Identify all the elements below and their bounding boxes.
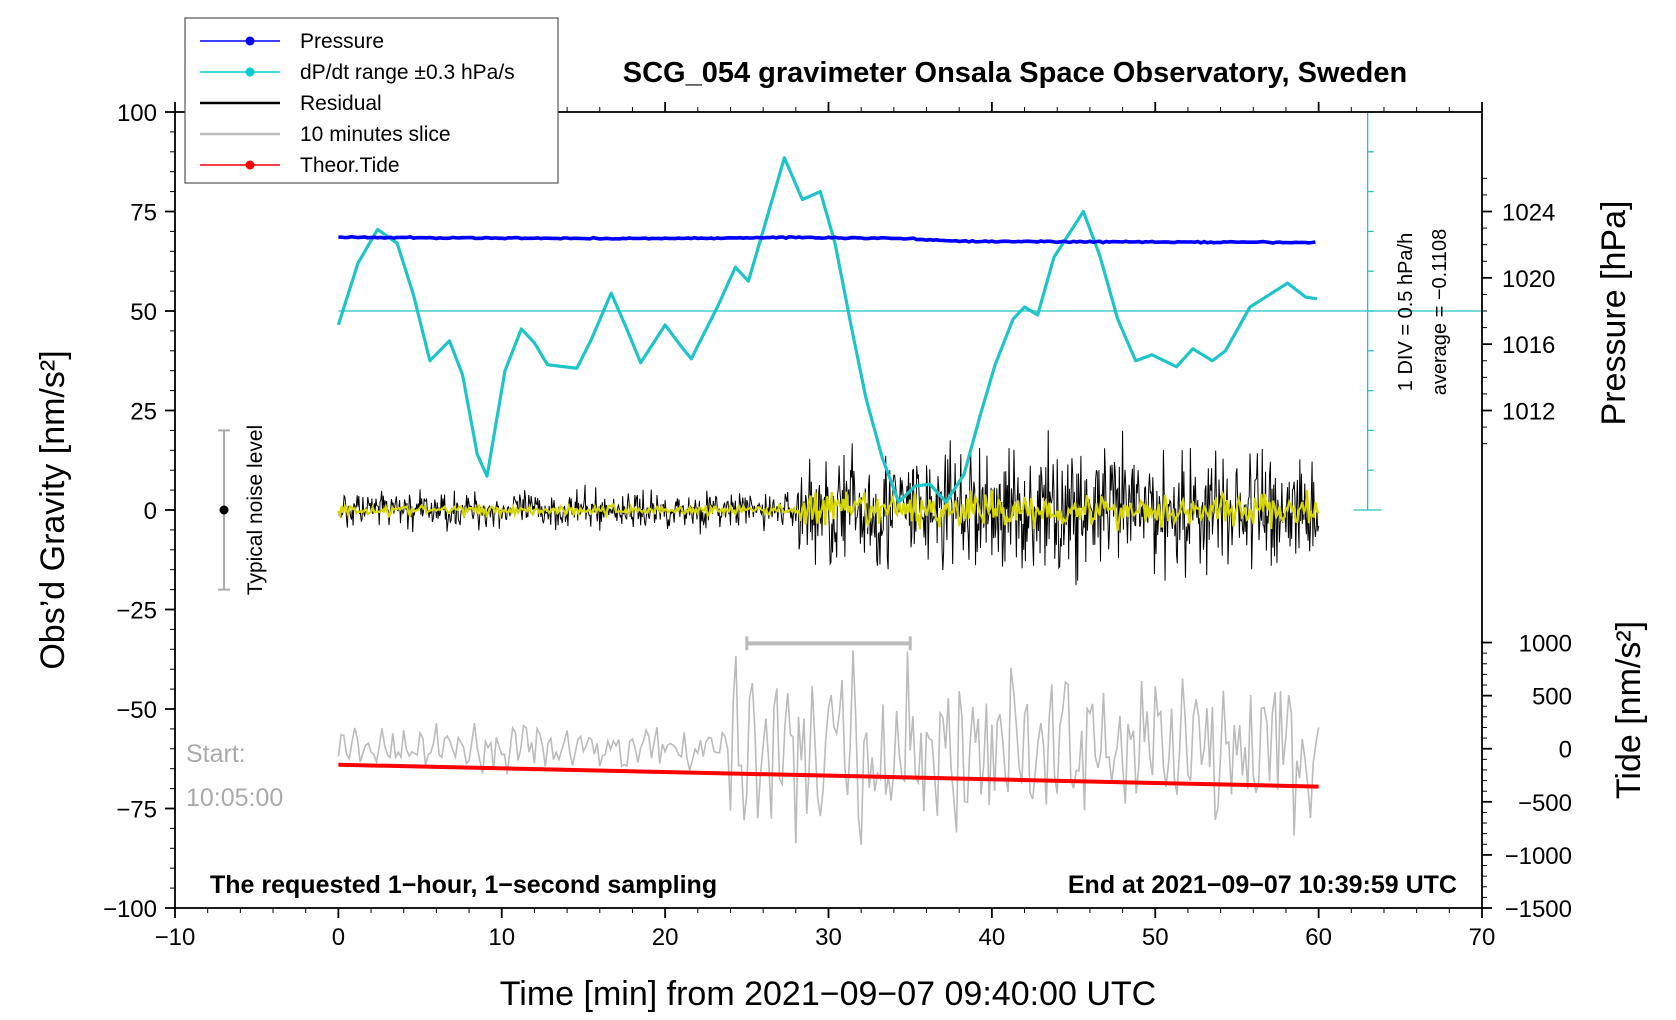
pressure-tick-label: 1024 <box>1502 200 1555 227</box>
series-layer <box>218 111 1482 845</box>
y-tick-label: 0 <box>144 498 157 525</box>
x-tick-label: 50 <box>1142 924 1169 951</box>
pressure-tick-label: 1012 <box>1502 399 1555 426</box>
x-tick-label: −10 <box>155 924 196 951</box>
tide-tick-label: 1000 <box>1519 631 1572 658</box>
axes-layer: −10 0 10 20 30 40 50 60 701007550250−25−50−75−10… <box>103 100 1572 951</box>
x-tick-label: 20 <box>652 924 679 951</box>
dpdt-average-label: average = −0.1108 <box>1429 229 1451 395</box>
y-axis-label-tide: Tide [nm/s²] <box>1610 621 1648 799</box>
bottom-right-note: End at 2021−09−07 10:39:59 UTC <box>1068 871 1457 899</box>
x-tick-label: 0 <box>332 924 345 951</box>
y-axis-label-pressure: Pressure [hPa] <box>1595 201 1633 426</box>
slice-series-line <box>337 650 1320 845</box>
pressure-tick-label: 1020 <box>1502 266 1555 293</box>
noise-level-center-dot <box>219 505 229 515</box>
legend-marker <box>245 67 255 77</box>
y-tick-label: −100 <box>103 896 157 923</box>
tide-tick-label: −1500 <box>1505 896 1572 923</box>
legend-label: dP/dt range ±0.3 hPa/s <box>300 61 515 84</box>
tide-tick-label: −500 <box>1518 790 1572 817</box>
y-tick-label: −75 <box>116 797 157 824</box>
start-label: Start: <box>186 740 246 768</box>
legend: Pressure dP/dt range ±0.3 hPa/s Residual 10… <box>184 17 559 184</box>
legend-marker <box>245 36 255 46</box>
legend-label: Pressure <box>300 30 384 53</box>
noise-level-label: Typical noise level <box>244 425 267 595</box>
tide-tick-label: 500 <box>1532 684 1572 711</box>
tide-series-line <box>338 762 1319 789</box>
start-time-label: 10:05:00 <box>186 784 283 812</box>
y-tick-label: 75 <box>130 200 157 227</box>
x-tick-label: 60 <box>1305 924 1332 951</box>
x-tick-label: 30 <box>815 924 842 951</box>
y-tick-label: 100 <box>117 100 157 127</box>
y-tick-label: −50 <box>116 697 157 724</box>
dpdt-series-line <box>336 156 1318 504</box>
legend-label: Theor.Tide <box>300 154 400 177</box>
tide-tick-label: 0 <box>1559 737 1572 764</box>
legend-marker <box>245 160 255 170</box>
chart-title: SCG_054 gravimeter Onsala Space Observat… <box>623 57 1407 89</box>
y-axis-label-left: Obs’d Gravity [nm/s²] <box>34 350 72 669</box>
x-axis-label: Time [min] from 2021−09−07 09:40:00 UTC <box>500 975 1156 1013</box>
x-tick-label: 70 <box>1469 924 1496 951</box>
x-tick-label: 10 <box>488 924 515 951</box>
legend-box <box>184 17 559 184</box>
y-tick-label: 25 <box>130 399 157 426</box>
y-tick-label: 50 <box>130 299 157 326</box>
pressure-series-line <box>338 234 1316 245</box>
y-tick-label: −25 <box>116 598 157 625</box>
x-tick-label: 40 <box>979 924 1006 951</box>
legend-label: Residual <box>300 92 382 115</box>
bottom-left-note: The requested 1−hour, 1−second sampling <box>210 871 717 899</box>
tide-tick-label: −1000 <box>1505 843 1572 870</box>
pressure-tick-label: 1016 <box>1502 332 1555 359</box>
legend-label: 10 minutes slice <box>300 123 451 146</box>
smoothed-residual-line <box>337 489 1320 531</box>
dpdt-div-label: 1 DIV = 0.5 hPa/h <box>1395 233 1417 391</box>
